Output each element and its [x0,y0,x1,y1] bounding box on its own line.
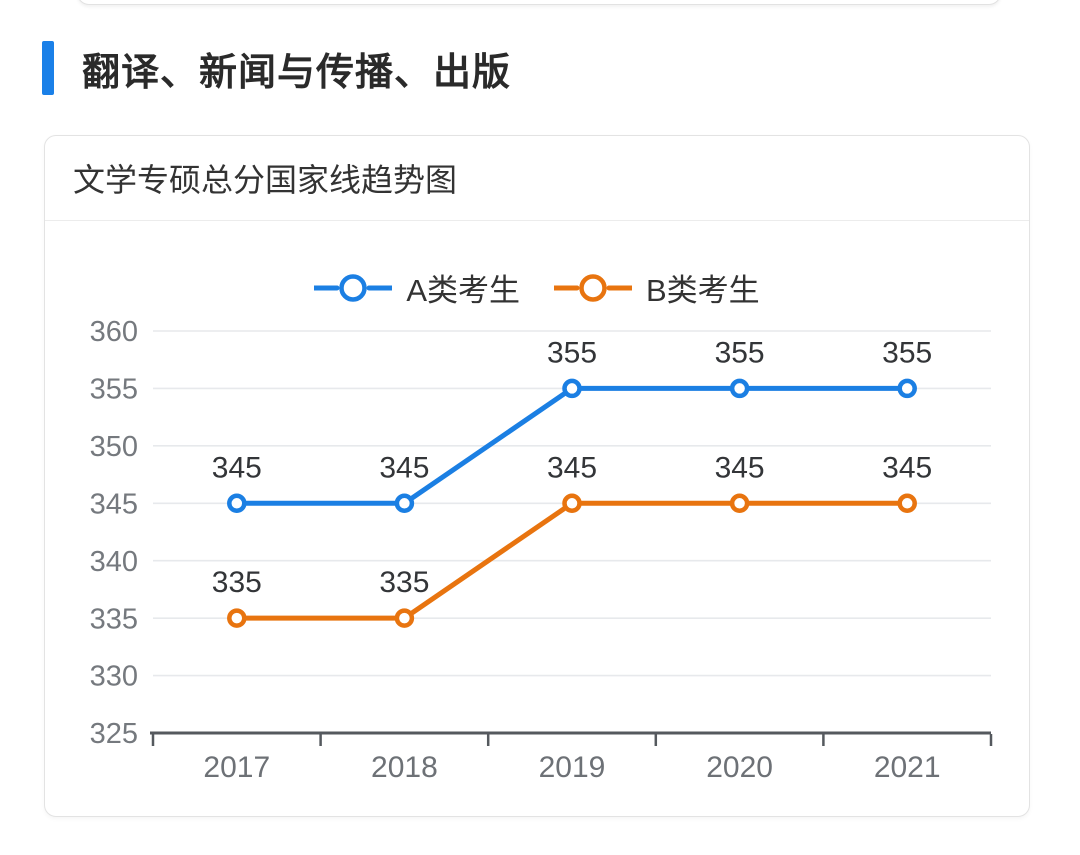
y-tick-label: 345 [90,488,138,520]
data-point-label: 335 [379,566,429,599]
legend-label-a: A类考生 [406,273,520,308]
y-tick-label: 340 [90,546,138,578]
chart-area: A类考生 B类考生 325 330 335 340 345 350 355 360 2017 20… [45,221,1029,816]
x-tick-label: 2019 [539,751,606,784]
data-point-label: 345 [212,451,262,484]
y-tick-label: 360 [90,316,138,348]
data-point-label: 345 [882,451,932,484]
data-point-marker[interactable] [897,493,917,514]
data-point-marker[interactable] [897,378,917,399]
data-point-label: 345 [547,451,597,484]
data-point-marker[interactable] [227,493,247,514]
data-point-marker[interactable] [562,493,582,514]
chart-legend: A类考生 B类考生 [45,265,1029,310]
y-tick-label: 330 [90,661,138,693]
data-point-label: 335 [212,566,262,599]
data-point-marker[interactable] [394,608,415,628]
data-point-label: 355 [547,336,597,369]
data-point-marker[interactable] [394,493,415,514]
data-point-marker[interactable] [562,378,582,399]
data-point-label: 345 [715,451,765,484]
data-point-marker[interactable] [227,608,247,628]
data-point-label: 355 [715,336,765,369]
y-tick-label: 350 [90,431,138,463]
y-tick-label: 355 [90,374,138,406]
chart-card: 文学专硕总分国家线趋势图 A类考生 B类考生 325 330 335 34 [44,135,1030,817]
x-tick-label: 2020 [706,751,773,784]
legend-item-a[interactable]: A类考生 [314,265,520,310]
chart-card-title: 文学专硕总分国家线趋势图 [73,162,458,198]
chart-card-header: 文学专硕总分国家线趋势图 [45,136,1029,221]
legend-marker-a-icon [314,273,393,302]
section-title: 翻译、新闻与传播、出版 [82,51,512,94]
data-point-label: 345 [379,451,429,484]
y-tick-label: 335 [90,603,138,635]
legend-label-b: B类考生 [646,273,760,308]
data-point-marker[interactable] [729,378,750,399]
x-tick-label: 2017 [203,751,270,784]
data-point-marker[interactable] [729,493,750,514]
legend-marker-b-icon [554,273,632,302]
y-tick-label: 325 [90,718,138,750]
trend-line-chart: 325 330 335 340 345 350 355 360 2017 2018 2019 2020… [90,316,993,784]
section-header: 翻译、新闻与传播、出版 [42,40,511,96]
previous-card-bottom-edge [77,0,1001,5]
data-point-label: 355 [882,336,932,369]
legend-item-b[interactable]: B类考生 [554,265,760,310]
x-tick-label: 2018 [371,751,438,784]
x-tick-label: 2021 [874,751,941,784]
section-accent-bar [42,41,54,95]
